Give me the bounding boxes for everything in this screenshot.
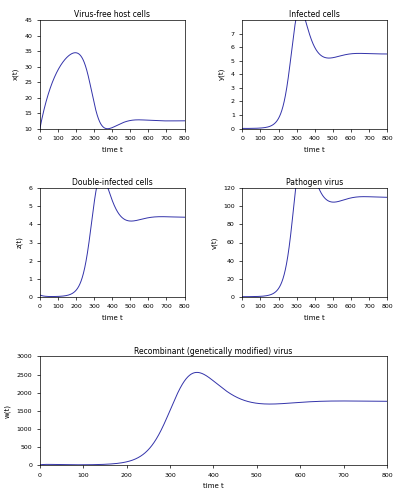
X-axis label: time t: time t	[304, 146, 325, 152]
Y-axis label: v(t): v(t)	[211, 236, 217, 248]
Y-axis label: y(t): y(t)	[219, 68, 225, 80]
Y-axis label: z(t): z(t)	[16, 236, 23, 248]
Title: Double-infected cells: Double-infected cells	[72, 178, 152, 188]
X-axis label: time t: time t	[203, 483, 224, 489]
Y-axis label: w(t): w(t)	[4, 404, 11, 417]
Title: Virus-free host cells: Virus-free host cells	[74, 10, 150, 19]
X-axis label: time t: time t	[304, 315, 325, 321]
Y-axis label: x(t): x(t)	[12, 68, 19, 80]
X-axis label: time t: time t	[102, 146, 122, 152]
X-axis label: time t: time t	[102, 315, 122, 321]
Title: Recombinant (genetically modified) virus: Recombinant (genetically modified) virus	[134, 346, 292, 356]
Title: Pathogen virus: Pathogen virus	[286, 178, 343, 188]
Title: Infected cells: Infected cells	[289, 10, 340, 19]
